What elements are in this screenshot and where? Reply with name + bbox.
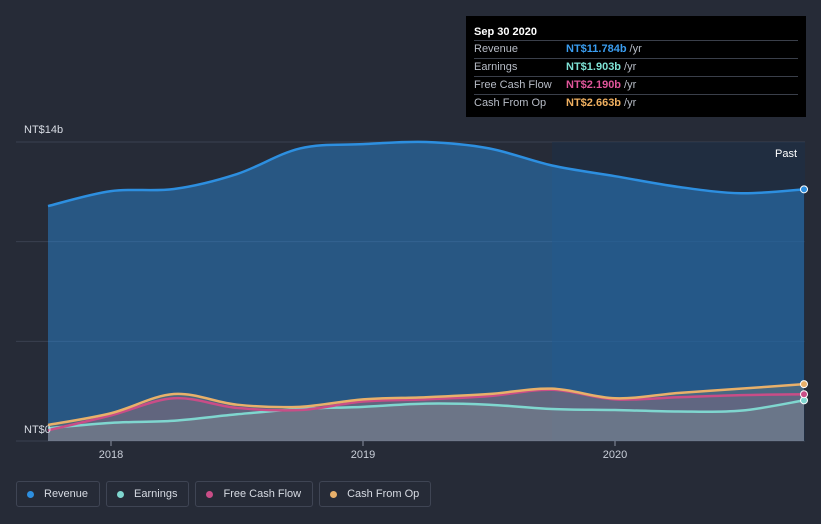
cash-from-op-line — [47, 382, 805, 427]
y-axis-bottom-label: NT$0 — [24, 424, 51, 436]
tooltip-value: NT$11.784b — [566, 43, 627, 55]
legend-dot-icon — [330, 490, 338, 498]
tooltip-label: Free Cash Flow — [474, 79, 552, 91]
y-axis-top-label: NT$14b — [24, 124, 63, 136]
x-axis-ticks: 2018 2019 2020 — [99, 441, 627, 461]
tooltip-row-revenue: Revenue NT$11.784b /yr — [474, 40, 798, 58]
tooltip-row-cash-from-op: Cash From Op NT$2.663b /yr — [474, 94, 798, 112]
tooltip-label: Cash From Op — [474, 97, 547, 109]
tooltip-value: NT$2.663b — [566, 97, 622, 109]
free-cash-flow-line — [47, 388, 805, 432]
tooltip-row-free-cash-flow: Free Cash Flow NT$2.190b /yr — [474, 76, 798, 94]
tooltip-label: Revenue — [474, 43, 519, 55]
tooltip-date: Sep 30 2020 — [474, 26, 537, 38]
legend-label: Revenue — [44, 488, 89, 500]
past-label: Past — [775, 148, 797, 160]
legend-dot-icon — [117, 490, 125, 498]
tooltip-unit: /yr — [624, 97, 637, 109]
revenue-end-marker — [800, 185, 808, 194]
tooltip: Sep 30 2020 Revenue NT$11.784b /yr Earni… — [466, 16, 806, 117]
earnings-line — [47, 399, 805, 430]
legend: Revenue Earnings Free Cash Flow Cash Fro… — [16, 481, 432, 507]
legend-label: Free Cash Flow — [223, 488, 302, 500]
series-areas — [48, 141, 804, 441]
legend-label: Earnings — [134, 488, 178, 500]
tooltip-row-earnings: Earnings NT$1.903b /yr — [474, 58, 798, 76]
x-tick-label: 2018 — [99, 449, 123, 461]
revenue-line — [47, 140, 805, 208]
legend-label: Cash From Op — [347, 488, 420, 500]
tooltip-unit: /yr — [629, 43, 642, 55]
tooltip-unit: /yr — [624, 79, 637, 91]
tooltip-value: NT$1.903b — [566, 61, 622, 73]
legend-item-cash-from-op[interactable]: Cash From Op — [319, 481, 432, 507]
cash-from-op-end-marker — [800, 380, 808, 389]
series-end-markers — [800, 185, 808, 405]
free-cash-flow-area — [48, 389, 804, 441]
revenue-area — [48, 141, 804, 441]
tooltip-label: Earnings — [474, 61, 518, 73]
legend-item-revenue[interactable]: Revenue — [16, 481, 101, 507]
x-tick-label: 2020 — [603, 449, 627, 461]
legend-item-earnings[interactable]: Earnings — [106, 481, 190, 507]
free-cash-flow-end-marker — [800, 390, 808, 399]
x-tick-label: 2019 — [351, 449, 375, 461]
tooltip-unit: /yr — [624, 61, 637, 73]
tooltip-value: NT$2.190b — [566, 79, 622, 91]
legend-item-free-cash-flow[interactable]: Free Cash Flow — [195, 481, 314, 507]
legend-dot-icon — [206, 490, 214, 498]
series-lines — [47, 140, 805, 432]
legend-dot-icon — [27, 490, 34, 498]
